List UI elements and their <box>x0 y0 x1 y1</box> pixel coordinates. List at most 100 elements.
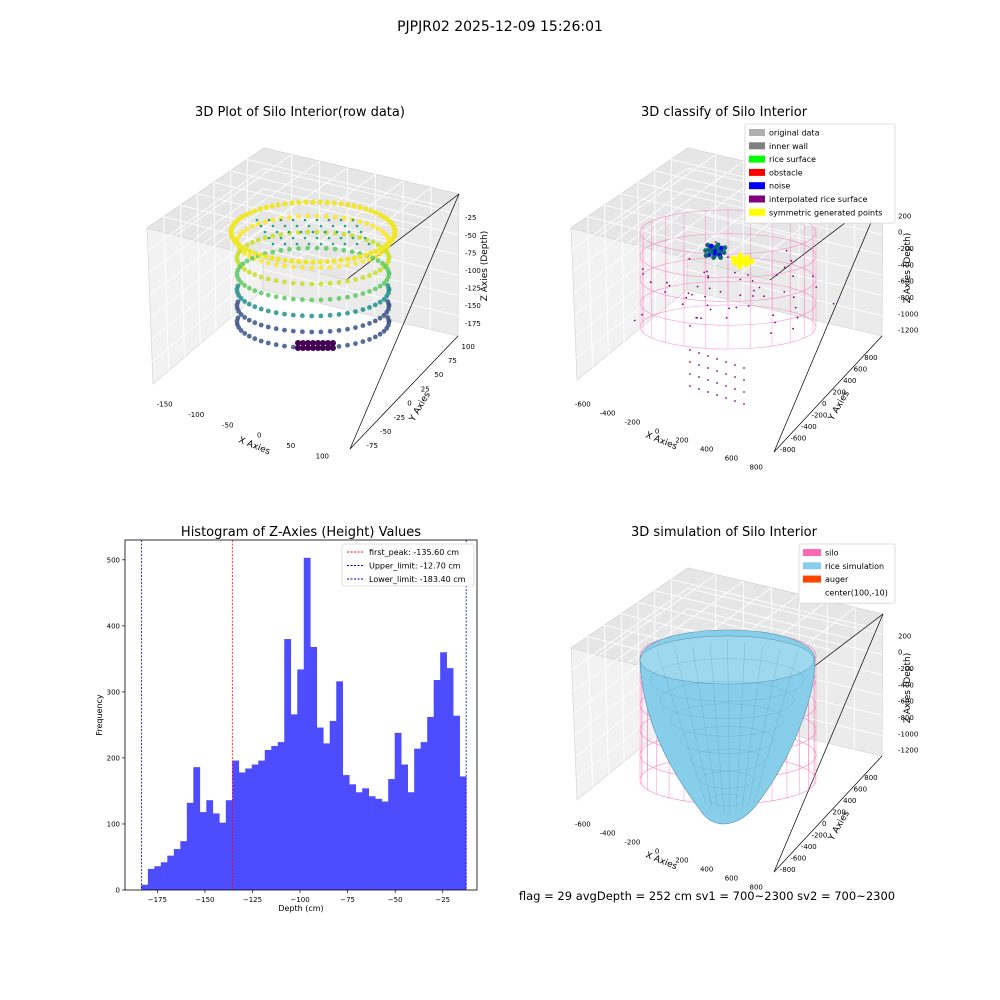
data-point <box>258 338 264 344</box>
data-point <box>331 224 335 228</box>
data-point <box>377 299 383 305</box>
data-point <box>239 214 245 220</box>
interpolated-point <box>708 287 711 290</box>
data-point <box>331 200 337 206</box>
interpolated-point <box>691 293 693 296</box>
interpolated-point <box>666 281 668 284</box>
data-point <box>336 280 342 285</box>
data-point <box>290 344 296 350</box>
tick-label: 200 <box>898 212 911 220</box>
data-point <box>242 267 248 272</box>
grid-line <box>263 167 459 215</box>
interpolated-point <box>688 258 691 260</box>
data-point <box>318 281 324 287</box>
grid-line <box>213 182 217 331</box>
data-point <box>290 328 296 334</box>
data-point <box>317 259 323 265</box>
data-point <box>368 208 374 214</box>
grid-line <box>687 587 883 635</box>
data-point <box>335 230 339 234</box>
data-point <box>282 295 287 301</box>
tick-label: -600 <box>790 855 806 863</box>
data-point <box>290 296 296 302</box>
data-point <box>246 285 252 291</box>
data-point <box>309 313 315 319</box>
data-point <box>257 206 263 212</box>
data-point <box>282 257 288 263</box>
data-point <box>343 224 347 228</box>
interpolated-point <box>706 270 708 273</box>
data-point <box>265 260 271 266</box>
interpolated-point <box>734 271 736 274</box>
tick-label: -1200 <box>898 327 918 335</box>
tick-label: 50 <box>434 371 443 379</box>
y-tick-label: 300 <box>107 688 120 696</box>
data-point <box>315 340 321 346</box>
tick-label: -200 <box>898 665 914 673</box>
data-point <box>259 224 263 228</box>
data-point <box>265 308 271 314</box>
data-point <box>258 322 264 328</box>
tick-label: 50 <box>286 442 295 450</box>
interpolated-point <box>739 278 742 281</box>
legend-swatch <box>803 575 821 583</box>
interpolated-point <box>687 292 690 294</box>
histogram-bar <box>264 750 272 890</box>
tick-label: -50 <box>380 428 391 436</box>
legend-label: silo <box>825 549 839 558</box>
histogram-bar <box>219 822 227 890</box>
tick-label: 600 <box>854 365 867 373</box>
tick-label: -25 <box>394 414 405 422</box>
data-point <box>269 203 275 209</box>
interpolated-point <box>747 274 749 276</box>
data-point <box>327 328 333 334</box>
y-tick-label: 500 <box>107 556 120 564</box>
legend-label: Lower_limit: -183.40 cm <box>369 575 466 584</box>
mesh-line <box>709 794 745 806</box>
data-point <box>246 333 252 339</box>
interpolated-point <box>698 364 700 366</box>
mesh-line <box>747 648 781 807</box>
data-point <box>386 270 392 275</box>
data-point <box>246 317 252 323</box>
data-point <box>327 218 331 222</box>
data-point <box>367 289 372 294</box>
mesh-line <box>649 658 805 702</box>
data-point <box>357 235 363 240</box>
data-point <box>267 218 271 222</box>
data-point <box>355 224 359 228</box>
figure-footer: flag = 29 avgDepth = 252 cm sv1 = 700~23… <box>519 889 895 903</box>
data-point <box>258 258 264 264</box>
data-point <box>336 312 342 317</box>
histogram-bar <box>375 798 383 890</box>
data-point <box>282 201 288 207</box>
data-point <box>351 218 355 222</box>
tick-label: -600 <box>575 820 591 828</box>
interpolated-point <box>703 271 706 274</box>
histogram-bar <box>394 732 402 890</box>
tick-label: 25 <box>421 385 430 393</box>
data-point <box>300 281 305 287</box>
data-point <box>338 257 344 263</box>
data-point <box>373 210 379 216</box>
data-point <box>377 267 383 273</box>
y-tick-label: 0 <box>116 887 120 895</box>
data-point <box>291 218 295 222</box>
legend-swatch <box>749 129 765 136</box>
data-point <box>315 345 321 351</box>
grid-line <box>572 188 688 272</box>
plot-raw-xlabel: X Axies <box>237 436 272 458</box>
interpolated-point <box>751 280 754 282</box>
data-point <box>351 203 357 209</box>
tick-label: -1000 <box>898 310 918 318</box>
histogram-bar <box>381 801 389 890</box>
interpolated-point <box>725 373 727 375</box>
data-point <box>252 320 258 326</box>
data-point <box>311 230 315 234</box>
data-point <box>265 340 271 346</box>
plot-simulation-title: 3D simulation of Silo Interior <box>631 525 818 540</box>
data-point <box>325 345 331 351</box>
data-point <box>353 325 358 330</box>
grid-line <box>163 216 363 269</box>
symmetric-point <box>744 262 750 268</box>
